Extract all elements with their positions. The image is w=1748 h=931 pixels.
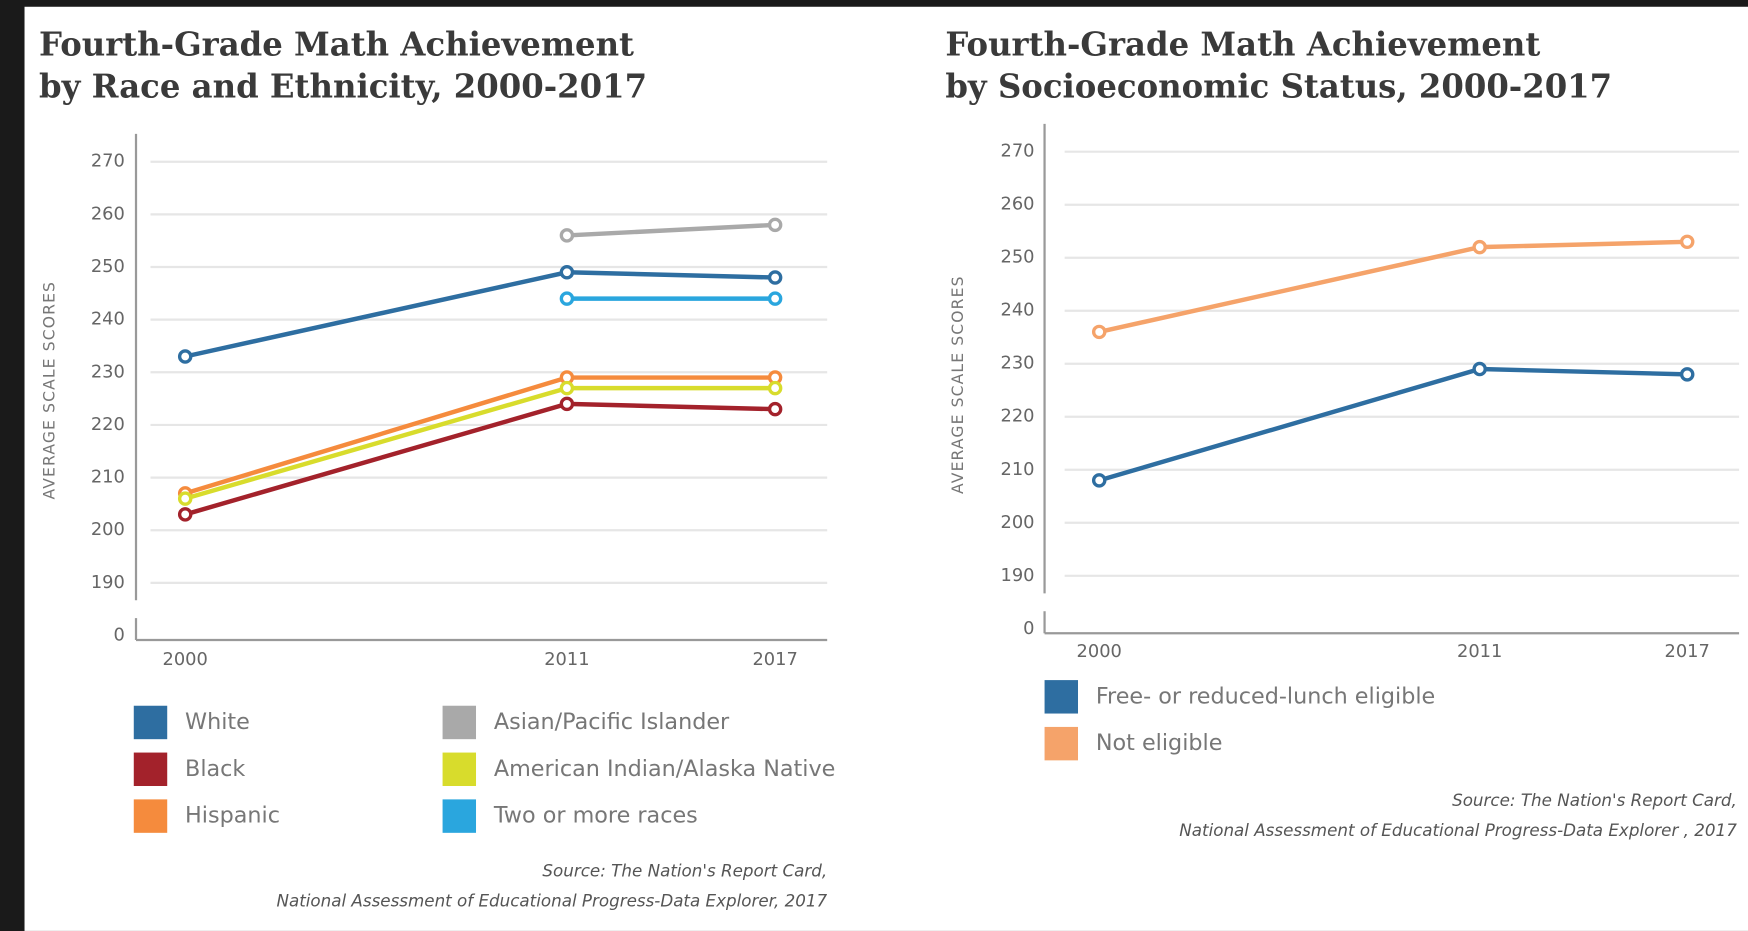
data-point: [1679, 234, 1695, 250]
chart-title: Fourth-Grade Math Achievement: [39, 25, 634, 63]
legend-swatch: [133, 705, 168, 740]
data-point: [177, 349, 193, 364]
data-point: [177, 491, 193, 506]
data-point: [767, 291, 783, 306]
legend-swatch: [133, 799, 168, 833]
y-tick-label: 220: [1000, 406, 1034, 427]
chart-title: by Socioeconomic Status, 2000-2017: [945, 68, 1612, 106]
source-note: National Assessment of Educational Progr…: [276, 890, 827, 910]
y-tick-label: 190: [91, 572, 125, 593]
data-point: [767, 380, 783, 396]
x-tick-label: 2017: [752, 649, 797, 670]
legend-swatch: [442, 705, 477, 740]
x-tick-label: 2000: [163, 649, 208, 670]
data-point: [1472, 361, 1487, 377]
legend-label: White: [185, 709, 250, 735]
y-tick-label: 230: [1000, 353, 1034, 374]
data-point: [767, 401, 783, 417]
legend-label: Asian/Pacific Islander: [494, 709, 730, 735]
legend-label: American Indian/Alaska Native: [494, 756, 836, 782]
y-tick-label: 210: [1000, 459, 1034, 480]
y-tick-label: 270: [1000, 141, 1034, 162]
y-tick-label: 230: [91, 361, 125, 382]
legend-label: Free- or reduced-lunch eligible: [1096, 683, 1435, 709]
chart-title: Fourth-Grade Math Achievement: [945, 25, 1540, 63]
data-point: [559, 396, 575, 412]
y-tick-label: 270: [91, 151, 125, 172]
data-point: [559, 380, 575, 396]
y-tick-label: 250: [91, 256, 125, 277]
y-tick-label: 200: [1000, 512, 1034, 533]
y-tick-label: 240: [1000, 300, 1034, 321]
y-tick-label: 220: [91, 414, 125, 435]
chart-title: by Race and Ethnicity, 2000-2017: [39, 68, 647, 106]
legend-label: Hispanic: [185, 803, 280, 829]
data-point: [767, 270, 783, 285]
x-tick-label: 2000: [1077, 641, 1122, 662]
data-point: [177, 507, 193, 522]
data-point: [1091, 473, 1107, 488]
y-tick-label: 200: [91, 519, 125, 540]
data-point: [1472, 239, 1487, 255]
legend-swatch: [1044, 680, 1079, 714]
legend-swatch: [442, 799, 477, 833]
series-line: [566, 222, 776, 238]
legend-swatch: [133, 752, 168, 787]
y-tick-label: 0: [114, 625, 125, 646]
y-tick-label: 210: [91, 467, 125, 488]
legend-label: Two or more races: [493, 803, 698, 829]
data-point: [559, 265, 575, 280]
y-tick-label: 240: [91, 309, 125, 330]
data-point: [1679, 367, 1695, 382]
data-point: [559, 291, 575, 306]
legend-swatch: [1044, 726, 1079, 761]
source-note: National Assessment of Educational Progr…: [1179, 820, 1737, 840]
y-axis-label: AVERAGE SCALE SCORES: [41, 281, 59, 500]
data-point: [559, 228, 575, 243]
y-axis-label: AVERAGE SCALE SCORES: [949, 275, 967, 494]
source-note: Source: The Nation's Report Card,: [1452, 790, 1737, 810]
y-tick-label: 190: [1000, 565, 1034, 586]
legend-label: Not eligible: [1096, 730, 1223, 756]
data-point: [767, 217, 783, 233]
y-tick-label: 260: [91, 203, 125, 224]
x-tick-label: 2011: [544, 649, 589, 670]
y-tick-label: 0: [1023, 618, 1034, 639]
y-tick-label: 260: [1000, 194, 1034, 215]
data-point: [1091, 324, 1107, 340]
y-tick-label: 250: [1000, 247, 1034, 268]
legend-swatch: [442, 752, 477, 787]
legend-label: Black: [185, 756, 245, 782]
x-tick-label: 2011: [1457, 641, 1502, 662]
source-note: Source: The Nation's Report Card,: [542, 860, 827, 880]
x-tick-label: 2017: [1665, 641, 1710, 662]
